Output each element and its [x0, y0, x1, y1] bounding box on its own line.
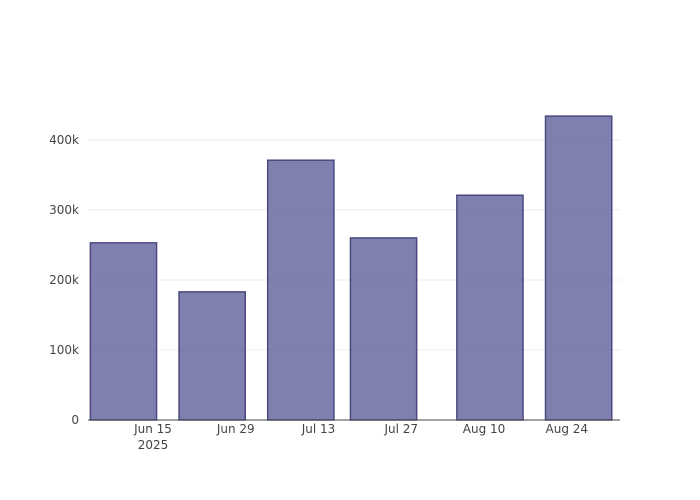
bar	[456, 194, 524, 421]
bar	[266, 159, 335, 421]
y-tick-label: 400k	[49, 133, 79, 147]
bar	[544, 115, 613, 421]
y-tick-label: 100k	[49, 343, 79, 357]
bar	[89, 242, 158, 421]
x-tick-label: Jun 15 2025	[133, 422, 172, 452]
bar	[178, 291, 246, 421]
x-tick-label: Aug 10	[463, 422, 506, 436]
y-tick-label: 0	[71, 413, 79, 427]
y-tick-label: 200k	[49, 273, 79, 287]
x-tick-label: Jul 27	[384, 422, 419, 436]
x-tick-label: Jun 29	[216, 422, 255, 436]
y-tick-label: 300k	[49, 203, 79, 217]
x-tick-label: Jul 13	[301, 422, 336, 436]
bar	[349, 237, 418, 421]
x-tick-label: Aug 24	[546, 422, 589, 436]
